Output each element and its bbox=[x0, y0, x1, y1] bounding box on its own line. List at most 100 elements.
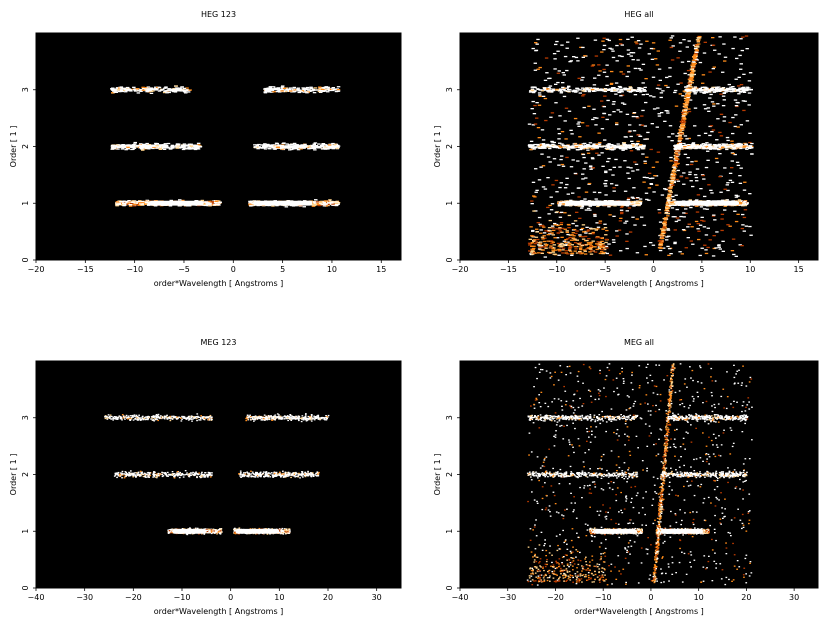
count-cell bbox=[636, 202, 640, 205]
count-cell bbox=[675, 217, 680, 219]
count-cell bbox=[674, 161, 678, 163]
count-cell bbox=[707, 110, 711, 112]
count-cell bbox=[562, 201, 566, 204]
count-cell bbox=[267, 144, 271, 146]
count-cell bbox=[585, 125, 590, 127]
count-cell bbox=[544, 230, 548, 232]
count-cell bbox=[309, 86, 313, 88]
count-cell bbox=[602, 44, 607, 47]
count-cell bbox=[586, 230, 590, 232]
count-cell bbox=[694, 46, 698, 48]
count-cell bbox=[626, 199, 631, 201]
count-cell bbox=[597, 132, 601, 134]
count-cell bbox=[318, 86, 322, 88]
count-cell bbox=[682, 216, 686, 218]
count-cell bbox=[142, 146, 146, 148]
count-cell bbox=[540, 236, 545, 238]
count-cell bbox=[723, 209, 727, 211]
count-cell bbox=[573, 250, 577, 252]
count-cell bbox=[301, 147, 306, 149]
count-cell bbox=[667, 248, 672, 250]
count-cell bbox=[557, 138, 561, 140]
count-cell bbox=[139, 90, 143, 92]
count-cell bbox=[136, 92, 141, 94]
count-cell bbox=[672, 164, 676, 167]
count-cell bbox=[680, 127, 684, 129]
count-cell bbox=[680, 125, 684, 127]
count-cell bbox=[607, 243, 611, 245]
count-cell bbox=[655, 126, 659, 128]
count-cell bbox=[600, 251, 604, 253]
count-cell bbox=[658, 88, 662, 90]
count-cell bbox=[299, 147, 304, 149]
count-cell bbox=[750, 153, 754, 155]
count-cell bbox=[718, 176, 722, 178]
count-cell bbox=[124, 149, 128, 151]
count-cell bbox=[122, 145, 127, 147]
count-cell bbox=[552, 244, 556, 246]
count-cell bbox=[581, 238, 586, 240]
count-cell bbox=[633, 161, 637, 163]
count-cell bbox=[712, 105, 716, 107]
count-cell bbox=[568, 236, 572, 239]
count-cell bbox=[141, 149, 145, 151]
count-cell bbox=[563, 228, 567, 230]
count-cell bbox=[285, 143, 289, 145]
count-cell bbox=[598, 220, 603, 222]
count-cell bbox=[570, 133, 574, 135]
count-cell bbox=[118, 200, 122, 202]
count-cell bbox=[597, 248, 602, 250]
count-cell bbox=[291, 88, 296, 90]
count-cell bbox=[687, 223, 691, 225]
count-cell bbox=[619, 250, 623, 252]
count-cell bbox=[603, 182, 607, 185]
count-cell bbox=[596, 228, 600, 230]
count-cell bbox=[665, 206, 669, 208]
count-cell bbox=[558, 216, 563, 218]
count-cell bbox=[315, 147, 319, 149]
count-cell bbox=[625, 210, 629, 212]
count-cell bbox=[116, 148, 120, 150]
count-cell bbox=[292, 146, 296, 148]
count-cell bbox=[623, 160, 627, 162]
count-cell bbox=[554, 83, 558, 85]
count-cell bbox=[249, 205, 253, 207]
count-cell bbox=[269, 88, 273, 90]
count-cell bbox=[608, 114, 612, 116]
count-cell bbox=[635, 252, 640, 254]
count-cell bbox=[558, 230, 562, 232]
count-cell bbox=[610, 82, 614, 85]
count-cell bbox=[267, 147, 271, 149]
count-cell bbox=[666, 112, 670, 114]
count-cell bbox=[110, 148, 114, 150]
count-cell bbox=[730, 140, 734, 142]
count-cell bbox=[305, 92, 309, 94]
count-cell bbox=[726, 224, 730, 226]
count-cell bbox=[202, 201, 206, 203]
count-cell bbox=[612, 190, 616, 192]
count-cell bbox=[610, 183, 614, 185]
count-cell bbox=[574, 248, 578, 250]
count-cell bbox=[740, 49, 744, 52]
count-cell bbox=[263, 148, 268, 150]
count-cell bbox=[176, 88, 180, 90]
count-cell bbox=[730, 167, 734, 169]
count-cell bbox=[120, 148, 125, 150]
count-cell bbox=[172, 88, 176, 90]
count-cell bbox=[114, 90, 118, 92]
count-cell bbox=[687, 95, 691, 97]
count-cell bbox=[665, 76, 669, 79]
count-cell bbox=[528, 250, 532, 252]
count-cell bbox=[600, 245, 604, 247]
count-cell bbox=[578, 205, 582, 207]
count-cell bbox=[687, 60, 691, 63]
count-cell bbox=[185, 87, 189, 89]
count-cell bbox=[666, 215, 670, 217]
count-cell bbox=[271, 88, 275, 90]
count-cell bbox=[703, 108, 708, 110]
count-cell bbox=[182, 143, 187, 145]
count-cell bbox=[554, 179, 559, 182]
count-cell bbox=[560, 155, 564, 157]
count-cell bbox=[530, 235, 534, 237]
count-cell bbox=[708, 125, 712, 128]
